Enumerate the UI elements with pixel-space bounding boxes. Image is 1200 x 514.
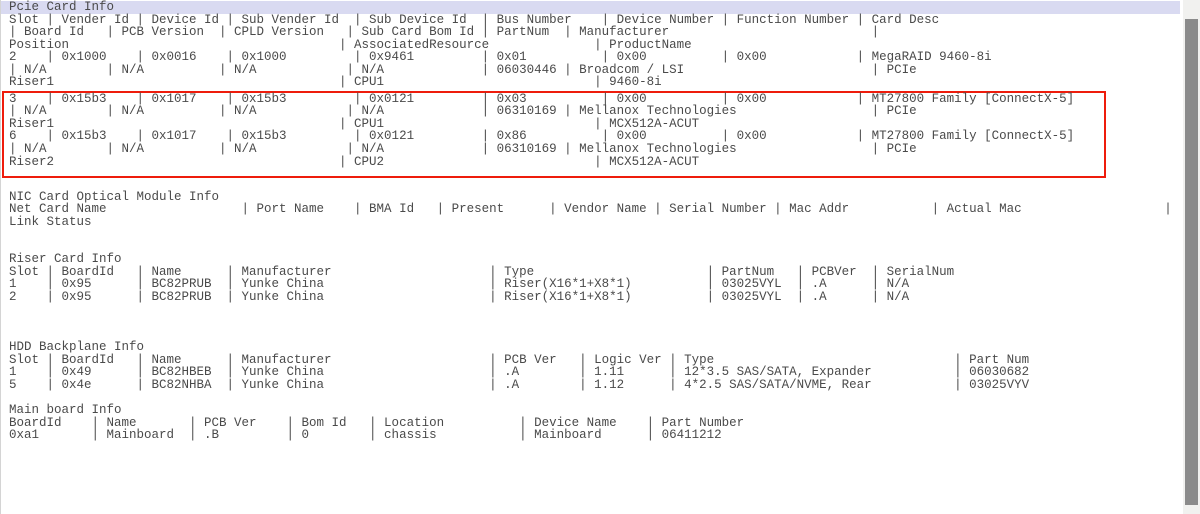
terminal-line: Position | AssociatedResource | ProductN… bbox=[9, 37, 692, 52]
terminal-line: | Board Id | PCB Version | CPLD Version … bbox=[9, 25, 880, 40]
terminal-line: 5 | 0x4e | BC82NHBA | Yunke China | .A |… bbox=[9, 377, 1030, 392]
terminal-line: 2 | 0x95 | BC82PRUB | Yunke China | Rise… bbox=[9, 290, 910, 305]
terminal-line: Riser2 | CPU2 | MCX512A-ACUT bbox=[9, 154, 700, 169]
attention-red-box: 3 | 0x15b3 | 0x1017 | 0x15b3 | 0x0121 | … bbox=[2, 90, 1106, 179]
terminal-line: Riser Card Info bbox=[9, 252, 122, 267]
vertical-scrollbar-thumb[interactable] bbox=[1185, 19, 1198, 505]
terminal-line: 1 | 0x95 | BC82PRUB | Yunke China | Rise… bbox=[9, 277, 910, 292]
terminal-line: Slot | Vender Id | Device Id | Sub Vende… bbox=[9, 12, 940, 27]
terminal-line: Riser1 | CPU1 | 9460-8i bbox=[9, 75, 662, 90]
terminal-line bbox=[9, 241, 1183, 254]
terminal-line bbox=[9, 391, 1183, 404]
terminal-line bbox=[9, 329, 1183, 342]
terminal-line: HDD Backplane Info bbox=[9, 340, 145, 355]
terminal-line: 0xa1 | Mainboard | .B | 0 | chassis | Ma… bbox=[9, 428, 722, 443]
terminal-line: Riser1 | CPU1 | MCX512A-ACUT bbox=[9, 116, 700, 131]
terminal-line: | N/A | N/A | N/A | N/A | 06310169 | Mel… bbox=[9, 142, 917, 157]
terminal-line: 2 | 0x1000 | 0x0016 | 0x1000 | 0x9461 | … bbox=[9, 50, 992, 65]
terminal-line: Link Status bbox=[9, 214, 92, 229]
terminal-line: Slot | BoardId | Name | Manufacturer | P… bbox=[9, 352, 1030, 367]
terminal-line bbox=[9, 228, 1183, 241]
terminal-line bbox=[9, 178, 1183, 191]
vertical-scrollbar-track[interactable] bbox=[1183, 0, 1200, 514]
terminal-line: | N/A | N/A | N/A | N/A | 06310169 | Mel… bbox=[9, 104, 917, 119]
terminal-line: | N/A | N/A | N/A | N/A | 06030446 | Bro… bbox=[9, 62, 917, 77]
highlighted-title-line: Pcie Card Info bbox=[1, 1, 1180, 14]
terminal-line bbox=[9, 304, 1183, 317]
terminal-line: BoardId | Name | PCB Ver | Bom Id | Loca… bbox=[9, 415, 745, 430]
terminal-line: Main board Info bbox=[9, 402, 122, 417]
terminal-line: Net Card Name | Port Name | BMA Id | Pre… bbox=[9, 202, 1172, 217]
terminal-line bbox=[9, 316, 1183, 329]
terminal-line: 1 | 0x49 | BC82HBEB | Yunke China | .A |… bbox=[9, 365, 1030, 380]
console-content: Pcie Card Info Slot | Vender Id | Device … bbox=[1, 1, 1183, 442]
terminal-line: Slot | BoardId | Name | Manufacturer | T… bbox=[9, 264, 955, 279]
terminal-line: 6 | 0x15b3 | 0x1017 | 0x15b3 | 0x0121 | … bbox=[9, 129, 1075, 144]
terminal-line: 3 | 0x15b3 | 0x1017 | 0x15b3 | 0x0121 | … bbox=[9, 91, 1075, 106]
terminal-line: NIC Card Optical Module Info bbox=[9, 189, 220, 204]
